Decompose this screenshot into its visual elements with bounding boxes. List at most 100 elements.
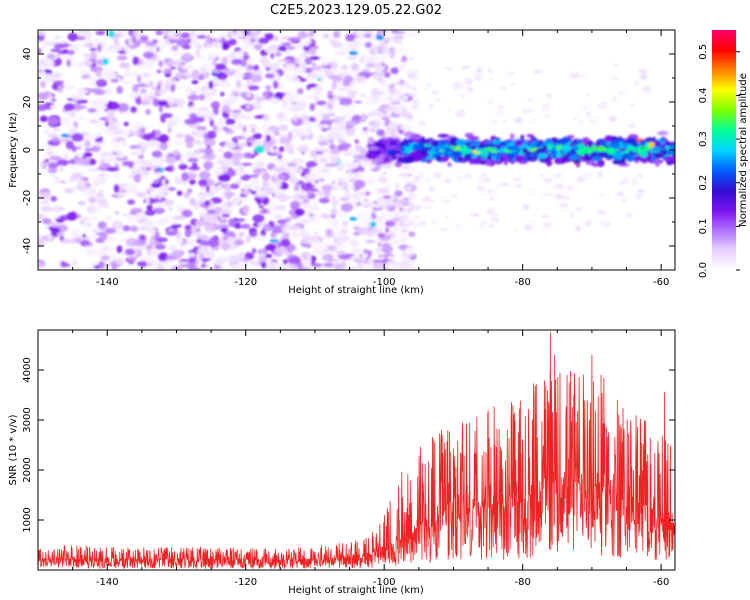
heatmap-cell	[133, 174, 141, 183]
heatmap-cell	[317, 180, 322, 189]
heatmap-cell	[376, 198, 381, 204]
heatmap-cell	[194, 55, 206, 60]
heatmap-cell	[224, 141, 237, 150]
heatmap-cell	[248, 123, 257, 128]
heatmap-cell	[512, 177, 522, 182]
heatmap-cell	[309, 56, 321, 60]
heatmap-cell	[47, 117, 59, 126]
heatmap-cell	[115, 220, 120, 228]
heatmap-cell	[189, 178, 196, 185]
heatmap-cell	[542, 221, 552, 229]
heatmap-cell	[173, 178, 182, 185]
heatmap-cell	[387, 105, 397, 112]
heatmap-cell	[267, 200, 278, 209]
heatmap-cell	[233, 162, 244, 167]
heatmap-cell	[331, 75, 343, 82]
heatmap-cell	[306, 160, 318, 169]
heatmap-cell	[262, 223, 272, 232]
heatmap-cell	[116, 55, 128, 61]
heatmap-cell	[195, 112, 208, 116]
heatmap-cell	[530, 134, 535, 140]
heatmap-cell	[281, 36, 290, 40]
heatmap-cell	[244, 252, 254, 260]
heatmap-cell	[390, 97, 398, 101]
heatmap-cell	[374, 142, 384, 148]
heatmap-cell	[116, 257, 125, 265]
heatmap-cell	[305, 181, 312, 188]
heatmap-cell	[41, 218, 52, 225]
heatmap-cell	[381, 183, 392, 189]
snr-ylabel: SNR (10 * v/v)	[8, 414, 19, 485]
heatmap-cell	[46, 150, 54, 157]
heatmap-cell	[269, 63, 280, 72]
heatmap-cell	[591, 144, 597, 153]
heatmap-cell	[56, 159, 69, 167]
heatmap-cell	[281, 42, 292, 47]
heatmap-cell	[503, 140, 509, 144]
heatmap-cell	[93, 38, 102, 43]
heatmap-cell	[39, 192, 52, 200]
heatmap-cell	[203, 212, 212, 221]
heatmap-cell	[137, 142, 148, 150]
heatmap-cell	[315, 100, 327, 106]
heatmap-cell	[168, 206, 173, 212]
heatmap-cell	[274, 247, 287, 254]
heatmap-cell	[54, 175, 59, 184]
heatmap-cell	[413, 175, 420, 183]
heatmap-cell	[298, 218, 310, 225]
heatmap-cell	[62, 49, 69, 55]
heatmap-cell	[127, 256, 137, 261]
heatmap-cell	[178, 261, 189, 265]
heatmap-cell	[114, 171, 119, 179]
heatmap-cell	[210, 197, 223, 204]
heatmap-cell	[317, 73, 324, 78]
heatmap-cell	[464, 78, 473, 85]
heatmap-cell	[177, 30, 182, 40]
heatmap-cell	[474, 139, 480, 148]
heatmap-cell	[152, 179, 161, 184]
heatmap-cell	[200, 241, 213, 246]
heatmap-cell	[367, 146, 379, 151]
heatmap-cell	[66, 212, 77, 221]
heatmap-cell	[399, 173, 410, 179]
heatmap-cell	[50, 48, 62, 53]
heatmap-cell	[408, 194, 418, 198]
heatmap-cell	[150, 160, 163, 167]
heatmap-cell	[456, 176, 464, 181]
heatmap-cell	[141, 220, 154, 228]
heatmap-cell	[384, 263, 394, 269]
heatmap-cell	[378, 254, 383, 258]
heatmap-cell	[521, 108, 530, 114]
heatmap-cell	[299, 61, 305, 67]
heatmap-cell	[101, 105, 108, 110]
heatmap-cell	[597, 171, 603, 179]
heatmap-cell	[90, 119, 99, 124]
heatmap-cell	[84, 147, 95, 152]
heatmap-cell	[467, 85, 473, 91]
heatmap-cell	[361, 112, 366, 120]
heatmap-cell	[363, 264, 370, 268]
heatmap-cell	[496, 154, 501, 162]
heatmap-cell	[146, 41, 157, 47]
spectrogram-xtick-label: -80	[515, 277, 531, 288]
heatmap-cell	[252, 74, 263, 83]
heatmap-cell	[385, 214, 397, 219]
heatmap-cell	[346, 162, 356, 168]
heatmap-cell	[154, 249, 160, 256]
colorbar-tick-label: 0.4	[698, 88, 709, 104]
heatmap-cell	[84, 38, 92, 45]
heatmap-cell	[308, 47, 317, 56]
heatmap-cell	[83, 245, 92, 249]
heatmap-cell	[175, 86, 184, 91]
heatmap-cell	[488, 224, 495, 228]
heatmap-cell	[610, 75, 620, 81]
heatmap-cell	[320, 123, 330, 129]
colorbar-tick-label: 0.3	[698, 131, 709, 147]
heatmap-cell	[440, 140, 450, 144]
heatmap-cell	[342, 220, 349, 228]
heatmap-cell	[106, 101, 120, 111]
heatmap-cell	[51, 208, 62, 213]
heatmap-cell	[259, 209, 271, 214]
heatmap-cell	[345, 33, 355, 42]
heatmap-cell	[372, 73, 382, 80]
